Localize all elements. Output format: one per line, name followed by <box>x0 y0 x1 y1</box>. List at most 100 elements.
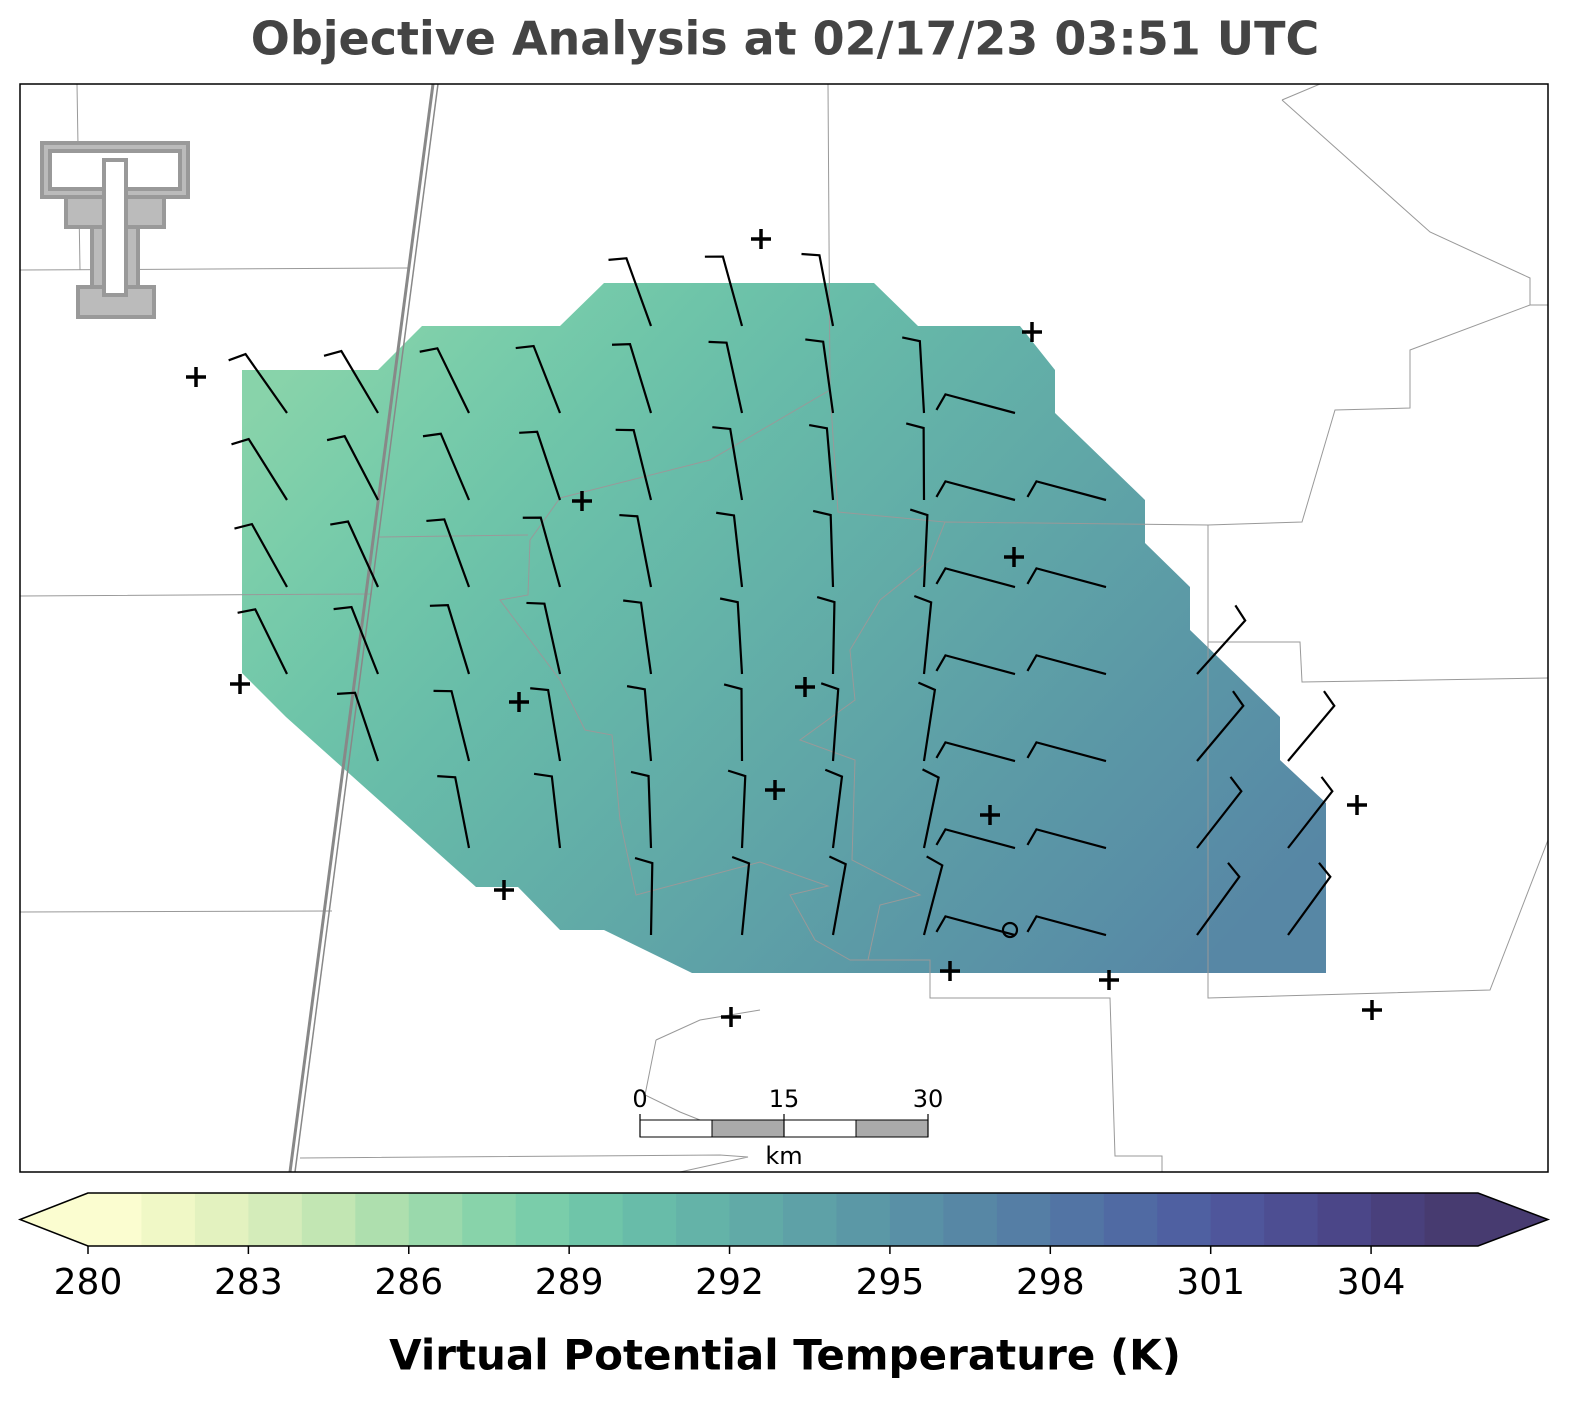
barb <box>634 856 654 936</box>
colorbar-tick-label: 301 <box>1176 1262 1245 1303</box>
colorbar-tick-label: 283 <box>214 1262 283 1303</box>
barb <box>623 599 653 675</box>
colorbar-segment <box>836 1193 891 1246</box>
colorbar-segment <box>889 1193 944 1246</box>
barb <box>1026 567 1107 589</box>
barb <box>1196 776 1243 849</box>
barb <box>530 687 562 762</box>
colorbar-segment <box>1424 1193 1479 1246</box>
analysis-field <box>242 283 1326 973</box>
barb <box>902 336 926 414</box>
map <box>20 84 1548 1172</box>
barb <box>1026 741 1107 763</box>
barb <box>727 769 747 849</box>
barb <box>326 434 379 501</box>
barb <box>1196 604 1247 675</box>
barb <box>433 689 471 762</box>
barb <box>828 855 847 936</box>
barb <box>526 601 562 675</box>
barb <box>611 342 653 414</box>
barb <box>913 594 933 675</box>
barb <box>820 682 840 762</box>
station <box>795 677 815 697</box>
barb <box>533 772 562 849</box>
scale-segment <box>711 1119 785 1138</box>
logo <box>40 141 190 319</box>
barb <box>909 508 929 588</box>
barb <box>935 915 1016 937</box>
barb <box>922 768 940 849</box>
scale-unit: km <box>765 1142 802 1170</box>
colorbar: Virtual Potential Temperature (K) 280 283… <box>17 1192 1551 1380</box>
colorbar-tick-label: 298 <box>1016 1262 1085 1303</box>
barb <box>228 352 288 414</box>
colorbar-segment <box>1050 1193 1105 1246</box>
barb <box>922 855 944 936</box>
colorbar-segment <box>622 1193 677 1246</box>
colorbar-segment <box>1371 1193 1426 1246</box>
colorbar-segment <box>996 1193 1051 1246</box>
colorbar-tick-label: 295 <box>856 1262 925 1303</box>
colorbar-segment <box>729 1193 784 1246</box>
barb <box>426 518 471 588</box>
colorbar-segment <box>355 1193 410 1246</box>
barb <box>615 428 653 501</box>
barb <box>917 681 937 762</box>
colorbar-extend-high <box>1478 1193 1548 1246</box>
barb <box>1026 480 1107 502</box>
barb <box>515 344 562 414</box>
colorbar-outline <box>17 1192 1551 1247</box>
barb <box>905 422 926 501</box>
station <box>980 805 1000 825</box>
barb <box>719 597 744 675</box>
barb <box>630 770 653 849</box>
barb <box>231 437 288 501</box>
barb <box>1026 828 1107 850</box>
barb <box>935 567 1016 589</box>
scale-tick-label: 30 <box>913 1085 944 1113</box>
barb <box>935 654 1016 676</box>
station <box>509 692 529 712</box>
barb <box>333 605 380 675</box>
barb <box>812 509 835 588</box>
barb <box>1287 776 1334 849</box>
colorbar-tick-label: 304 <box>1337 1262 1406 1303</box>
barb <box>723 683 744 762</box>
barb <box>816 595 836 675</box>
barb <box>935 393 1016 415</box>
barb <box>422 432 471 501</box>
scale-segment <box>783 1119 857 1138</box>
barb <box>1026 915 1107 937</box>
colorbar-segment <box>88 1193 142 1246</box>
colorbar-segment <box>408 1193 463 1246</box>
scale-segment <box>855 1119 929 1138</box>
colorbar-label: Virtual Potential Temperature (K) <box>389 1331 1181 1380</box>
barb <box>1287 690 1336 762</box>
barb <box>608 257 653 327</box>
barb <box>809 424 835 501</box>
barb <box>519 430 562 501</box>
station <box>721 1007 741 1027</box>
barb <box>935 480 1016 502</box>
barb <box>626 685 653 762</box>
barb <box>619 513 653 588</box>
colorbar-tick-label: 289 <box>535 1262 604 1303</box>
station <box>494 880 514 900</box>
barb <box>716 511 744 588</box>
colorbar-segment <box>1103 1193 1158 1246</box>
scale-tick-label: 15 <box>769 1085 800 1113</box>
barb <box>237 608 288 675</box>
colorbar-segment <box>1157 1193 1212 1246</box>
colorbar-segment <box>248 1193 303 1246</box>
barb <box>708 340 744 414</box>
colorbar-segment <box>515 1193 570 1246</box>
colorbar-segment <box>1210 1193 1265 1246</box>
map-frame <box>19 83 1549 1173</box>
wind-barbs <box>228 252 1336 937</box>
barb <box>712 426 744 501</box>
colorbar-tick-label: 292 <box>695 1262 764 1303</box>
barb <box>1026 654 1107 676</box>
station <box>1004 547 1024 567</box>
station <box>940 961 960 981</box>
